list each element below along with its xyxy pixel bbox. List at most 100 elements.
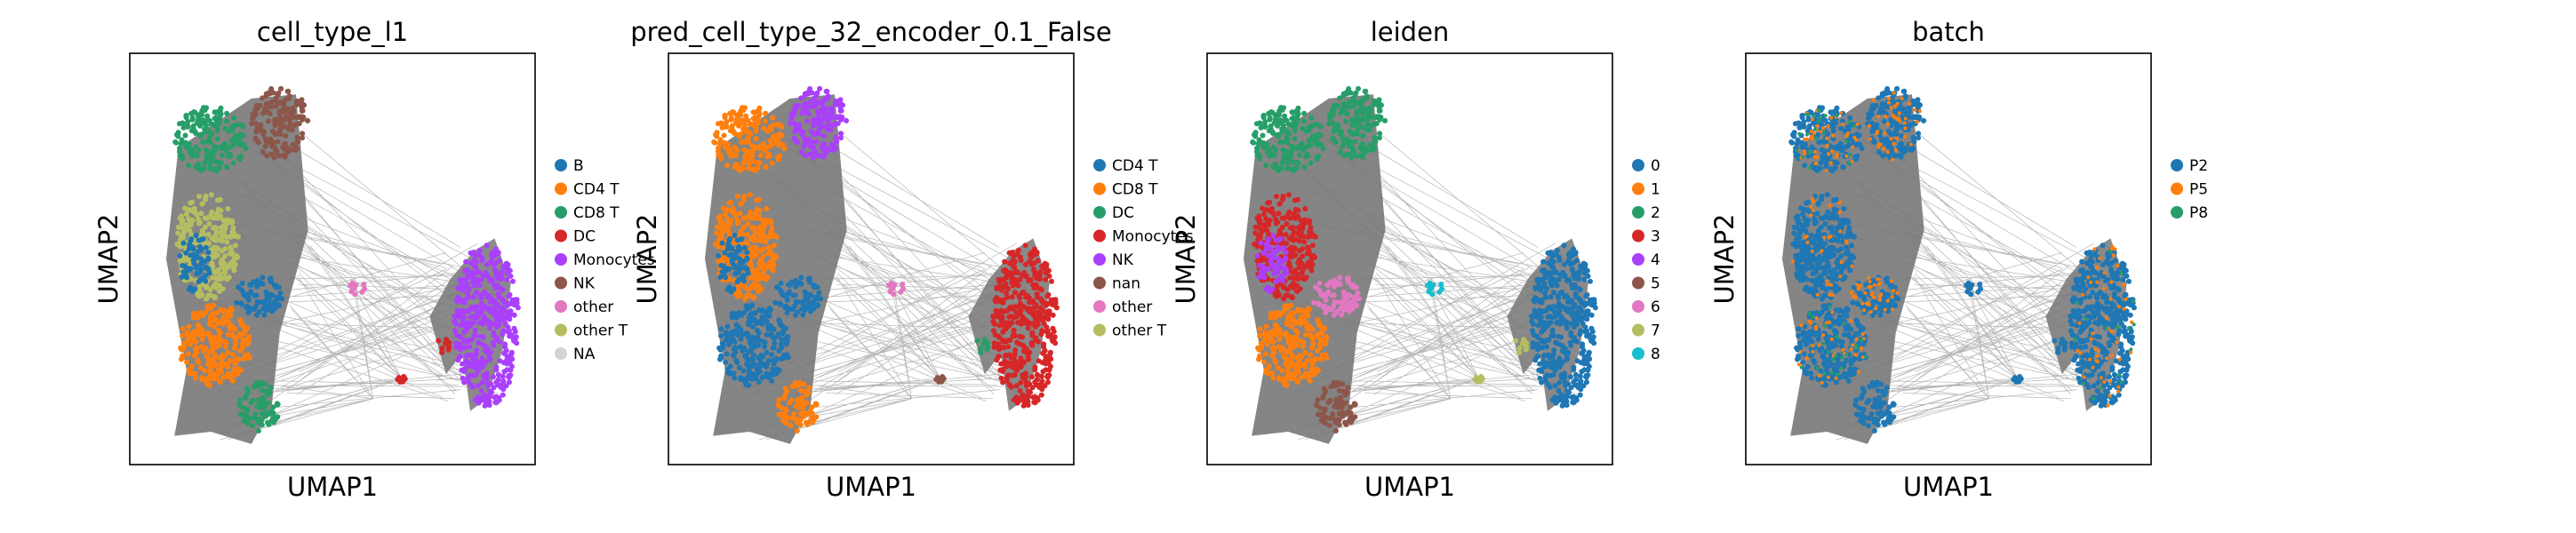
legend-item: P2 — [2171, 157, 2208, 175]
cluster-points-dc — [395, 374, 408, 385]
legend-marker — [1093, 253, 1106, 266]
cluster-points-nk — [788, 85, 850, 161]
legend-item: 1 — [1632, 181, 1660, 199]
legend-item: 3 — [1632, 228, 1660, 246]
cluster-points-1 — [1255, 302, 1330, 388]
x-axis-label: UMAP1 — [287, 472, 378, 502]
x-axis-label: UMAP1 — [1364, 472, 1455, 502]
legend-label: DC — [573, 228, 596, 246]
cluster-points-cd8-t — [711, 105, 788, 174]
legend: CD4 T CD8 T DC Monocytes NK nan other other T — [1093, 157, 1194, 340]
legend-item: DC — [1093, 204, 1134, 222]
axes-frame — [129, 52, 536, 465]
cluster-points-monocytes — [452, 243, 521, 409]
legend-item: CD8 T — [1093, 181, 1158, 199]
panel-title: cell_type_l1 — [257, 17, 408, 47]
axes-frame — [1745, 52, 2152, 465]
legend-marker — [555, 229, 567, 243]
legend-label: P8 — [2189, 204, 2208, 222]
legend-item: other T — [1093, 322, 1167, 340]
legend-marker — [1093, 229, 1106, 243]
legend-label: 1 — [1651, 181, 1660, 199]
legend-marker — [1093, 206, 1106, 219]
legend-item: 6 — [1632, 298, 1660, 316]
cluster-points-p5 — [1790, 91, 2134, 408]
plot-area — [705, 85, 1060, 444]
x-axis-label: UMAP1 — [1903, 472, 1994, 502]
legend-item: P8 — [2171, 204, 2208, 222]
legend-marker — [555, 323, 567, 337]
cluster-points-cd8-t — [236, 379, 281, 434]
legend: B CD4 T CD8 T DC Monocytes NK other other T NA — [555, 157, 655, 363]
legend-item: Monocytes — [555, 251, 655, 269]
legend-marker — [2171, 206, 2183, 219]
cluster-points-8 — [1425, 280, 1445, 298]
legend-marker — [1632, 323, 1644, 337]
legend-label: NA — [573, 346, 596, 363]
legend-label: nan — [1112, 275, 1140, 293]
legend-marker — [1093, 323, 1106, 337]
legend-label: Monocytes — [573, 251, 655, 269]
plot-area — [1782, 85, 2137, 444]
x-axis-label: UMAP1 — [826, 472, 916, 502]
legend-label: 6 — [1651, 298, 1660, 316]
legend-marker — [1093, 300, 1106, 313]
panel-title: batch — [1912, 17, 1985, 47]
legend-marker — [1632, 229, 1644, 243]
legend-item: 4 — [1632, 251, 1660, 269]
legend-label: NK — [1112, 251, 1134, 269]
legend-marker — [555, 276, 567, 290]
legend-marker — [555, 253, 567, 266]
legend-marker — [555, 182, 567, 195]
legend-label: 2 — [1651, 204, 1660, 222]
legend-label: CD8 T — [573, 204, 620, 222]
legend-marker — [1632, 300, 1644, 313]
cluster-points-cd4-t — [716, 302, 791, 388]
legend-item: 7 — [1632, 322, 1660, 340]
umap-panel-3: leiden UMAP1 UMAP2 0 1 2 3 4 5 6 7 8 — [1171, 17, 1660, 502]
legend-item: CD4 T — [555, 181, 620, 199]
cluster-points-dc — [436, 337, 452, 355]
legend-label: P5 — [2189, 181, 2208, 199]
legend-marker — [555, 206, 567, 219]
legend-marker — [1093, 182, 1106, 195]
cluster-points-2 — [1250, 105, 1326, 174]
cluster-points-p2 — [1794, 302, 1868, 388]
y-axis-label: UMAP2 — [1709, 213, 1740, 304]
cluster-points-p2 — [1964, 280, 1984, 298]
cluster-points-dc — [974, 337, 991, 355]
y-axis-label: UMAP2 — [93, 213, 124, 304]
legend-marker — [555, 347, 567, 360]
legend-item: NA — [555, 346, 596, 363]
panel-title: leiden — [1371, 17, 1450, 47]
legend-label: 8 — [1651, 346, 1660, 363]
legend-label: other T — [573, 322, 628, 340]
plot-area — [166, 85, 521, 444]
legend-item: 5 — [1632, 275, 1660, 293]
legend-label: 0 — [1651, 157, 1660, 175]
cluster-points-other — [886, 280, 907, 298]
cluster-points-cd4-t — [716, 233, 751, 295]
panel-title: pred_cell_type_32_encoder_0.1_False — [630, 17, 1112, 47]
cluster-points-cd4-t — [178, 302, 252, 388]
legend-label: DC — [1112, 204, 1134, 222]
legend-marker — [555, 300, 567, 313]
legend-marker — [555, 159, 567, 171]
cluster-points-4 — [1254, 233, 1290, 295]
axes-frame — [668, 52, 1075, 465]
legend-item: P5 — [2171, 181, 2208, 199]
cluster-points-p2 — [2011, 374, 2024, 385]
cluster-points-monocytes — [990, 243, 1060, 409]
cluster-points-cd8-t — [775, 379, 820, 434]
umap-panel-2: pred_cell_type_32_encoder_0.1_False UMAP1… — [630, 17, 1194, 502]
legend-label: 3 — [1651, 228, 1660, 246]
legend-marker — [1632, 276, 1644, 290]
cluster-points-p2 — [1793, 233, 1828, 295]
legend-marker — [1093, 159, 1106, 171]
edge-lines — [725, 111, 1045, 441]
cluster-points-0 — [1529, 243, 1598, 409]
cluster-points-cd4-t — [772, 274, 824, 318]
plot-area — [1244, 85, 1598, 444]
legend-item: CD4 T — [1093, 157, 1158, 175]
